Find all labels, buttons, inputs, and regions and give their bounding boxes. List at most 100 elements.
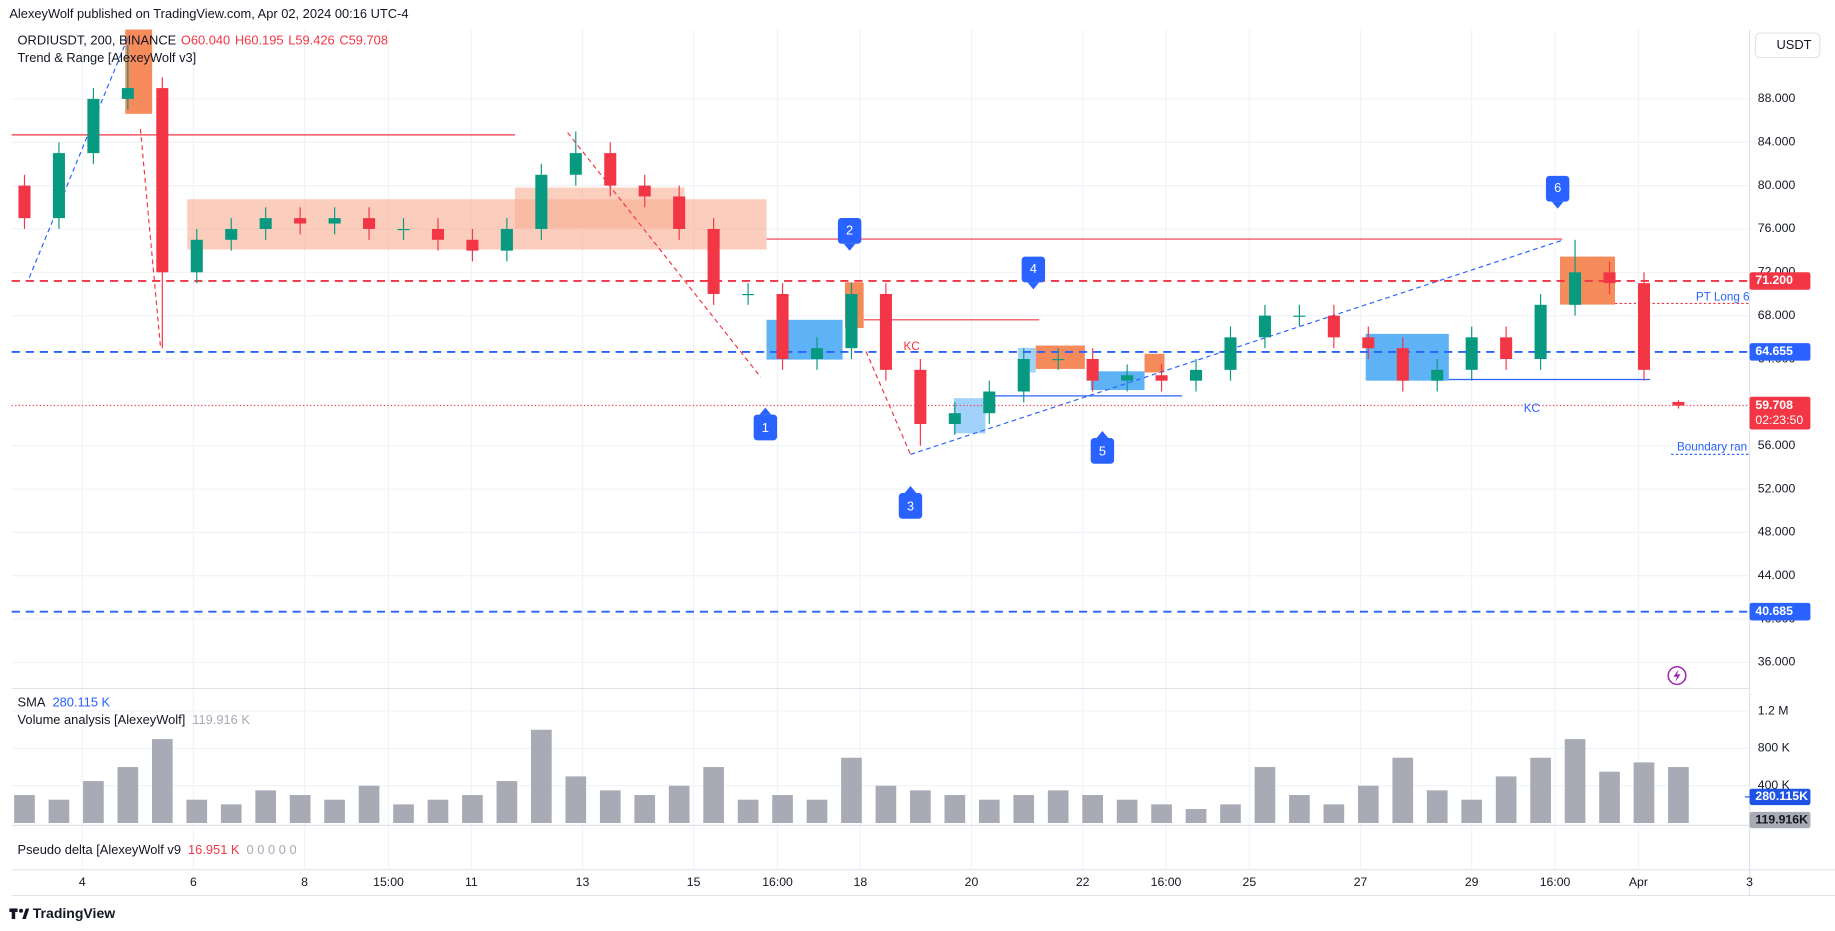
candles (18, 44, 1685, 446)
volume-bar (1357, 785, 1379, 824)
candle-body (52, 153, 65, 219)
candle-body (1327, 315, 1340, 338)
candle-body (87, 98, 100, 154)
signal-marker: 4 (1021, 256, 1046, 290)
candle-body (1052, 359, 1065, 361)
x-tick-label: 16:00 (762, 875, 793, 889)
candle-body (190, 239, 203, 273)
volume-bar (14, 795, 35, 824)
candle-body (18, 185, 31, 219)
x-tick-label: 8 (301, 875, 308, 889)
candle-body (879, 293, 892, 370)
candle-body (294, 218, 307, 224)
sma-name: SMA (18, 695, 46, 710)
volume-bar (634, 795, 656, 824)
candle-body (1465, 337, 1478, 370)
volume-bar (1116, 799, 1138, 824)
volume-bar (1047, 790, 1069, 824)
x-tick-label: 4 (79, 875, 86, 889)
signal-label: 2 (846, 222, 853, 237)
signal-label: 3 (907, 498, 914, 513)
y-tick-label: 36.000 (1758, 655, 1796, 669)
volume-bar (289, 795, 311, 824)
volume-bar (531, 729, 552, 824)
sma-label-box (1749, 788, 1811, 806)
candle-body (431, 228, 445, 240)
currency-button[interactable] (1754, 32, 1821, 59)
currency-label[interactable]: USDT (1776, 37, 1811, 52)
candle-body (1086, 359, 1099, 381)
volume-bar (358, 785, 380, 824)
volume-bar (1323, 804, 1345, 824)
brand-name: TradingView (33, 905, 115, 921)
level-label: 64.655 (1755, 344, 1793, 358)
volume-name: Volume analysis [AlexeyWolf] (18, 713, 186, 728)
volume-tick-label: 800 K (1758, 741, 1791, 755)
x-tick-label: 18 (854, 875, 868, 889)
volume-tick-label: 1.2 M (1758, 703, 1789, 717)
candle-body (742, 293, 755, 296)
volume-label-box (1749, 811, 1811, 829)
signals: 1 2 3 4 5 6 (753, 175, 1570, 519)
candle-body (1224, 337, 1237, 370)
x-tick-label: 16:00 (1540, 875, 1571, 889)
sma-value: 280.115 K (52, 695, 110, 710)
x-tick-label: 27 (1354, 875, 1368, 889)
level-label-box (1749, 343, 1811, 361)
volume-bars (14, 729, 1689, 824)
x-tick-label: 13 (576, 875, 590, 889)
published-note: AlexeyWolf published on TradingView.com,… (9, 6, 408, 21)
trend-line (865, 351, 912, 455)
volume-axis-label: 119.916K (1755, 812, 1808, 826)
volume-bar (151, 739, 173, 824)
volume-bar (1461, 799, 1483, 824)
candle-body (1603, 272, 1616, 284)
symbol-legend: ORDIUSDT, 200, BINANCE O60.040 H60.195 L59.… (18, 33, 388, 48)
candle-body (776, 293, 789, 360)
volume-bar (841, 757, 862, 824)
candle-body (1190, 369, 1203, 381)
volume-tick-label: 400 K (1758, 778, 1791, 792)
volume-bar (565, 776, 587, 824)
annotation: KC (903, 340, 919, 353)
range-box (125, 29, 153, 114)
volume-bar (220, 804, 242, 824)
candle-body (328, 218, 341, 224)
candle-body (914, 369, 927, 425)
volume-bar (1426, 790, 1448, 824)
volume-bar (48, 799, 70, 824)
annotation: KC (1524, 402, 1540, 415)
volume-bar (737, 799, 759, 824)
x-tick-label: Apr (1629, 875, 1648, 889)
trend-line (139, 128, 161, 346)
indicator-name: Trend & Range [AlexeyWolf v3] (18, 50, 197, 65)
volume-bar (462, 795, 483, 824)
annotation: PT Long 6 (1696, 291, 1750, 304)
candle-body (948, 413, 961, 425)
x-tick-label: 15 (687, 875, 701, 889)
candle-body (1396, 348, 1409, 381)
levels (11, 280, 1750, 613)
level-label-box (1749, 602, 1811, 621)
candle-body (500, 228, 513, 251)
candle-body (1431, 369, 1444, 381)
x-tick-label: 25 (1243, 875, 1257, 889)
candle-body (1637, 283, 1651, 370)
volume-bar (806, 799, 828, 824)
volume-bar (1254, 767, 1276, 824)
y-tick-label: 44.000 (1758, 568, 1796, 582)
ohlc-high: H60.195 (235, 33, 284, 48)
volume-legend: Volume analysis [AlexeyWolf] 119.916 K (18, 713, 251, 728)
candle-body (121, 88, 134, 99)
x-tick-label: 15:00 (373, 875, 404, 889)
volume-bar (186, 799, 208, 824)
candle-body (1155, 375, 1168, 381)
candle-body (1017, 359, 1030, 392)
brand-logo (9, 908, 30, 919)
range-box (1144, 353, 1165, 373)
volume-bar (772, 795, 793, 824)
volume-bar (944, 795, 966, 824)
volume-bar (703, 767, 724, 824)
alert-icon[interactable] (1667, 666, 1687, 686)
x-tick-label: 29 (1465, 875, 1479, 889)
